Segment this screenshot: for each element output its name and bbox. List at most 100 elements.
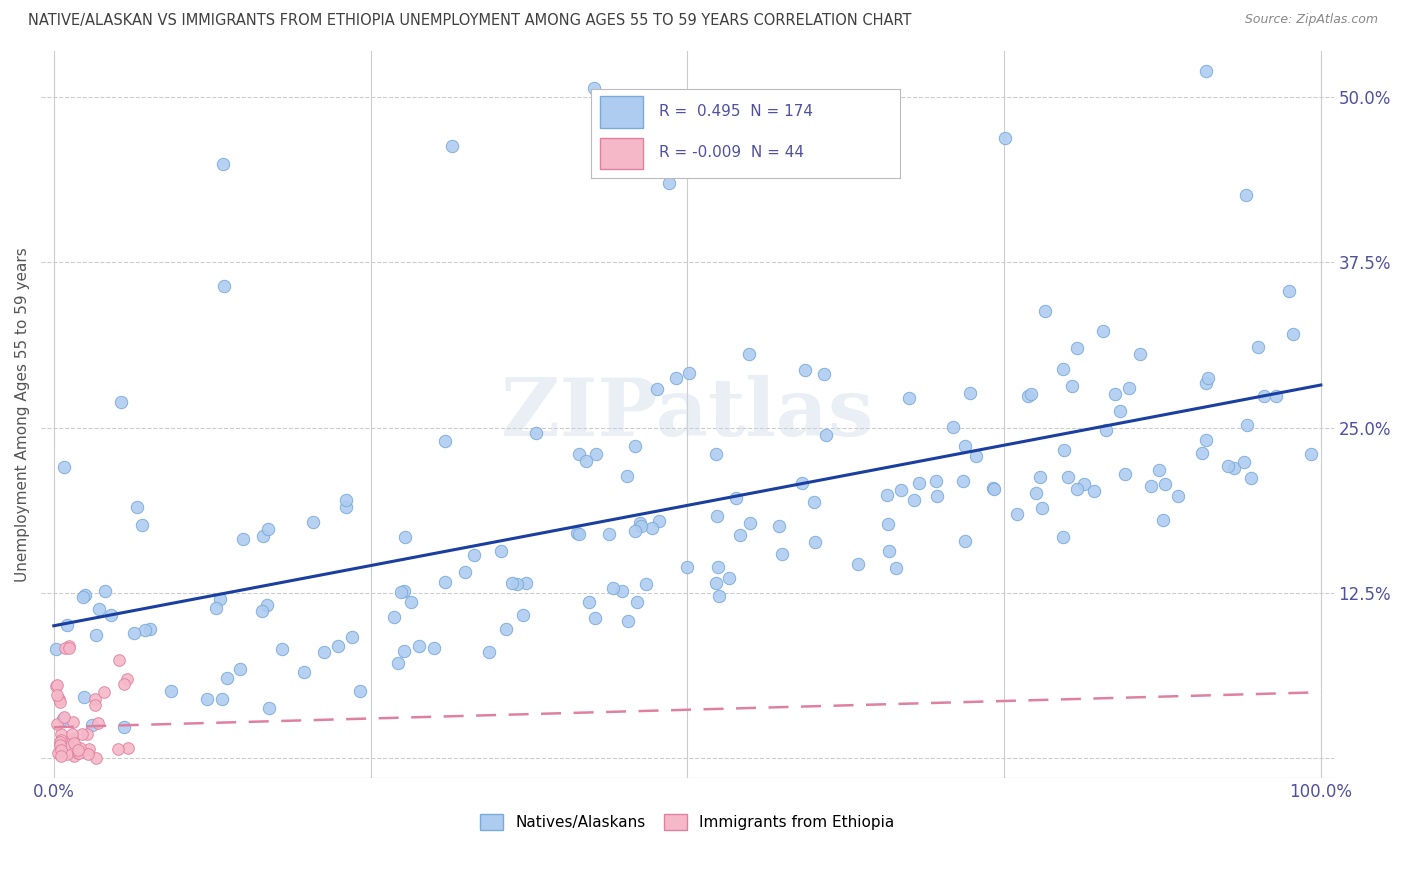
Point	[1052, 443, 1074, 458]
Point	[489, 544, 512, 558]
Point	[117, 740, 139, 755]
Point	[49, 732, 72, 747]
Point	[46, 747, 69, 761]
Point	[1167, 489, 1189, 503]
Point	[110, 395, 132, 409]
Point	[575, 453, 598, 467]
Point	[628, 516, 651, 530]
Point	[392, 583, 415, 598]
Point	[512, 608, 534, 623]
Point	[217, 671, 239, 685]
Point	[211, 692, 233, 706]
Point	[704, 576, 727, 591]
Point	[598, 527, 620, 541]
Text: R =  0.495  N = 174: R = 0.495 N = 174	[658, 104, 813, 120]
Point	[1052, 362, 1074, 376]
Point	[578, 595, 600, 609]
Point	[252, 605, 274, 619]
Point	[52, 712, 75, 726]
Point	[1114, 467, 1136, 481]
Point	[314, 644, 336, 658]
Point	[139, 622, 162, 636]
Point	[813, 367, 835, 381]
Point	[717, 571, 740, 585]
Point	[208, 592, 231, 607]
Point	[565, 525, 588, 540]
Point	[45, 641, 67, 656]
Point	[112, 720, 135, 734]
Point	[1029, 470, 1052, 484]
Point	[1033, 304, 1056, 318]
Point	[124, 625, 146, 640]
Point	[45, 679, 67, 693]
Point	[82, 718, 104, 732]
Point	[583, 611, 606, 625]
Point	[1265, 389, 1288, 403]
Point	[256, 598, 278, 612]
Point	[1066, 341, 1088, 355]
Point	[49, 748, 72, 763]
Point	[205, 600, 228, 615]
Point	[211, 157, 233, 171]
Point	[1129, 347, 1152, 361]
Point	[214, 279, 236, 293]
Point	[45, 716, 67, 731]
Point	[58, 640, 80, 655]
Point	[610, 583, 633, 598]
Point	[846, 557, 869, 571]
Point	[83, 691, 105, 706]
Point	[983, 482, 1005, 496]
Point	[1052, 530, 1074, 544]
Point	[134, 624, 156, 638]
Point	[725, 491, 748, 505]
Point	[1278, 285, 1301, 299]
Point	[55, 747, 77, 761]
Point	[877, 516, 900, 531]
Point	[107, 653, 129, 667]
Point	[568, 527, 591, 541]
Point	[585, 447, 607, 461]
Point	[1216, 459, 1239, 474]
Point	[408, 639, 430, 653]
Point	[1195, 376, 1218, 391]
Point	[53, 459, 76, 474]
Point	[501, 576, 523, 591]
Point	[87, 602, 110, 616]
Point	[72, 590, 94, 604]
Point	[641, 520, 664, 534]
Point	[195, 692, 218, 706]
Point	[678, 367, 700, 381]
Point	[630, 519, 652, 533]
Point	[75, 589, 97, 603]
Point	[1240, 471, 1263, 485]
Point	[46, 678, 69, 692]
Point	[1222, 461, 1244, 475]
Point	[58, 639, 80, 653]
Point	[51, 727, 73, 741]
Point	[46, 688, 69, 702]
Point	[232, 532, 254, 546]
Point	[728, 528, 751, 542]
Point	[1301, 447, 1323, 461]
Point	[1152, 513, 1174, 527]
Point	[583, 80, 606, 95]
Point	[454, 565, 477, 579]
Point	[740, 516, 762, 530]
Point	[326, 640, 349, 654]
Point	[271, 642, 294, 657]
Point	[62, 732, 84, 747]
Point	[952, 474, 974, 488]
Point	[908, 475, 931, 490]
Point	[53, 739, 76, 753]
Point	[389, 585, 412, 599]
Y-axis label: Unemployment Among Ages 55 to 59 years: Unemployment Among Ages 55 to 59 years	[15, 247, 30, 582]
Point	[440, 139, 463, 153]
Point	[876, 488, 898, 502]
Point	[84, 698, 107, 713]
Point	[877, 544, 900, 558]
Point	[1073, 477, 1095, 491]
Point	[925, 474, 948, 488]
Point	[1095, 423, 1118, 437]
Point	[1062, 379, 1084, 393]
Point	[67, 743, 90, 757]
